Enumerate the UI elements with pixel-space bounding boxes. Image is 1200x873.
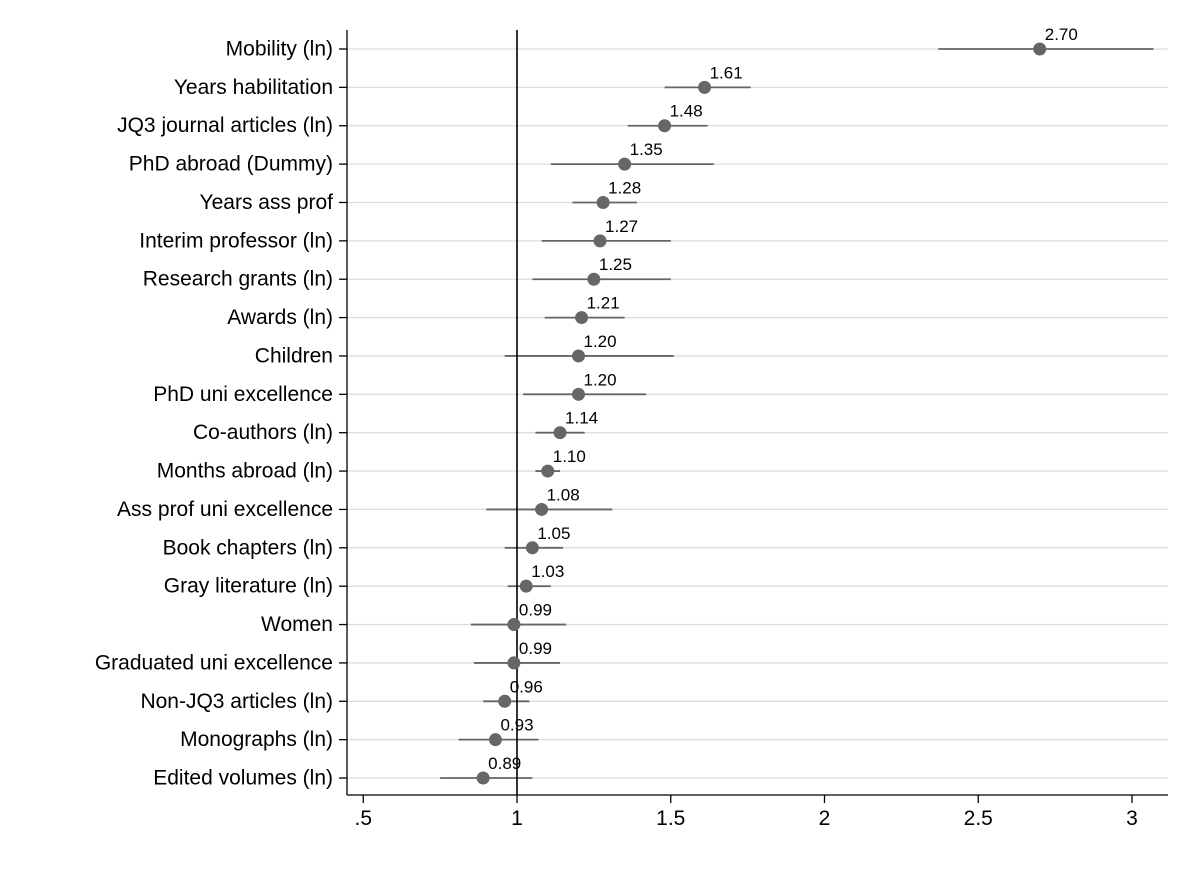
x-tick-label: 1 <box>511 807 523 830</box>
point-estimate-marker <box>525 541 539 555</box>
point-estimate-marker <box>1033 42 1047 56</box>
point-estimate-marker <box>575 311 589 325</box>
category-label: Months abroad (ln) <box>157 460 333 483</box>
ci-layer <box>440 48 1154 779</box>
value-label: 0.99 <box>519 601 552 620</box>
point-estimate-marker <box>698 80 712 94</box>
value-label: 1.08 <box>547 485 580 504</box>
point-estimate-marker <box>488 733 502 747</box>
value-label: 1.28 <box>608 178 641 197</box>
value-label: 1.27 <box>605 217 638 236</box>
category-label: PhD abroad (Dummy) <box>129 153 333 176</box>
category-label: Awards (ln) <box>227 306 333 329</box>
category-label: Book chapters (ln) <box>163 536 333 559</box>
category-label: Ass prof uni excellence <box>117 498 333 521</box>
category-label: Interim professor (ln) <box>139 229 333 252</box>
x-tick-label: 2 <box>819 807 831 830</box>
point-estimate-marker <box>507 618 521 632</box>
point-estimate-marker <box>553 426 567 440</box>
value-label: 1.48 <box>670 102 703 121</box>
point-estimate-marker <box>535 502 549 516</box>
point-estimate-marker <box>498 694 512 708</box>
axis-layer <box>339 30 1168 803</box>
category-label: Women <box>261 613 333 636</box>
marker-layer <box>476 42 1047 785</box>
x-tick-label: 3 <box>1126 807 1138 830</box>
value-label: 1.20 <box>584 370 617 389</box>
category-label: Research grants (ln) <box>143 268 333 291</box>
value-label: 1.14 <box>565 409 598 428</box>
point-estimate-marker <box>519 579 533 593</box>
x-tick-label: 2.5 <box>964 807 993 830</box>
category-label: Mobility (ln) <box>226 38 333 61</box>
category-label: Graduated uni excellence <box>95 651 333 674</box>
value-label: 1.20 <box>584 332 617 351</box>
point-estimate-marker <box>587 272 601 286</box>
category-label: Years habilitation <box>174 76 333 99</box>
value-label: 1.35 <box>630 140 663 159</box>
value-label: 1.03 <box>531 562 564 581</box>
value-label: 1.61 <box>710 63 743 82</box>
grid-layer <box>347 48 1168 779</box>
category-label: Gray literature (ln) <box>164 575 333 598</box>
value-label: 1.25 <box>599 255 632 274</box>
category-label: Edited volumes (ln) <box>153 767 333 790</box>
category-label: Children <box>255 344 333 367</box>
category-label: Non-JQ3 articles (ln) <box>140 690 333 713</box>
value-label: 1.21 <box>587 294 620 313</box>
label-layer: Mobility (ln) 2.70 Years habilitation 1.61 J… <box>95 25 1138 830</box>
point-estimate-marker <box>658 119 672 133</box>
category-label: Monographs (ln) <box>180 728 333 751</box>
value-label: 0.99 <box>519 639 552 658</box>
point-estimate-marker <box>593 234 607 248</box>
category-label: PhD uni excellence <box>153 383 333 406</box>
x-tick-label: .5 <box>354 807 372 830</box>
value-label: 2.70 <box>1045 25 1078 44</box>
value-label: 0.96 <box>510 677 543 696</box>
value-label: 0.93 <box>500 716 533 735</box>
point-estimate-marker <box>476 771 490 785</box>
point-estimate-marker <box>572 349 585 363</box>
point-estimate-marker <box>507 656 521 670</box>
value-label: 0.89 <box>488 754 521 773</box>
point-estimate-marker <box>572 387 585 401</box>
point-estimate-marker <box>596 195 610 209</box>
value-label: 1.10 <box>553 447 586 466</box>
category-label: Co-authors (ln) <box>193 421 333 444</box>
category-label: JQ3 journal articles (ln) <box>117 114 333 137</box>
category-label: Years ass prof <box>200 191 334 214</box>
point-estimate-marker <box>541 464 555 478</box>
x-tick-label: 1.5 <box>656 807 685 830</box>
value-label: 1.05 <box>537 524 570 543</box>
point-estimate-marker <box>618 157 632 171</box>
